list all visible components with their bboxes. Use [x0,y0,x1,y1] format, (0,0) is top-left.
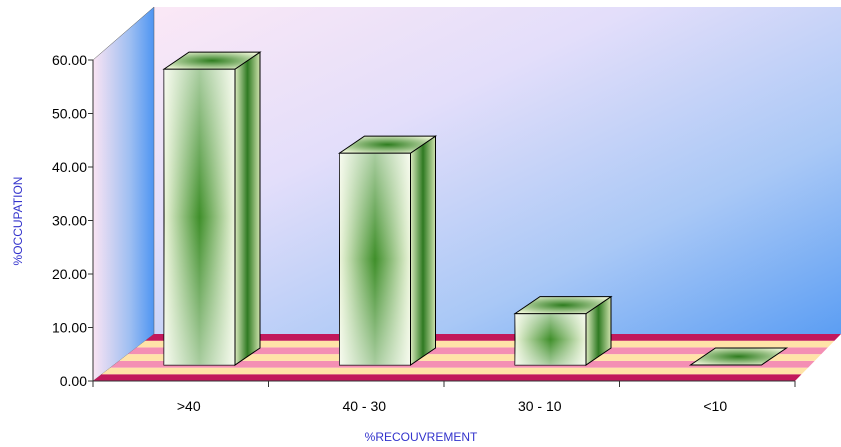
floor-stripe [145,334,841,341]
x-tick-label: 30 - 10 [518,398,562,414]
y-axis-title: %OCCUPATION [11,177,25,266]
bar-side [234,51,261,366]
bar [688,347,789,366]
floor-stripe [127,347,828,355]
x-ticks: >40 40 - 30 30 - 10 <10 [92,381,796,414]
bar-side [410,135,436,366]
y-ticks: 0.00 10.00 20.00 30.00 40.00 50.00 60.00 [52,52,93,389]
y-tick-label: 40.00 [52,159,87,175]
floor [93,334,841,381]
back-wall [154,7,841,334]
y-tick-label: 0.00 [60,373,87,389]
x-axis-title: %RECOUVREMENT [365,430,478,444]
y-tick-label: 60.00 [52,52,87,68]
bar [162,51,262,366]
bar-top [688,347,789,366]
y-tick-label: 20.00 [52,266,87,282]
x-tick-label: >40 [177,398,201,414]
floor-stripe [101,367,809,375]
y-tick-label: 50.00 [52,106,87,122]
floor-stripe [93,374,802,381]
side-wall [92,6,155,382]
floor-stripe [136,340,835,348]
bars [162,51,789,366]
bar [337,135,438,366]
bar-top [162,51,262,70]
x-tick-label: <10 [703,398,727,414]
bar-top [337,135,438,154]
y-tick-label: 30.00 [52,213,87,229]
floor-stripe [119,354,822,361]
x-tick-label: 40 - 30 [342,398,386,414]
bar [513,295,613,366]
bar-top [513,296,613,315]
floor-stripe [110,360,815,368]
y-tick-label: 10.00 [52,320,87,336]
